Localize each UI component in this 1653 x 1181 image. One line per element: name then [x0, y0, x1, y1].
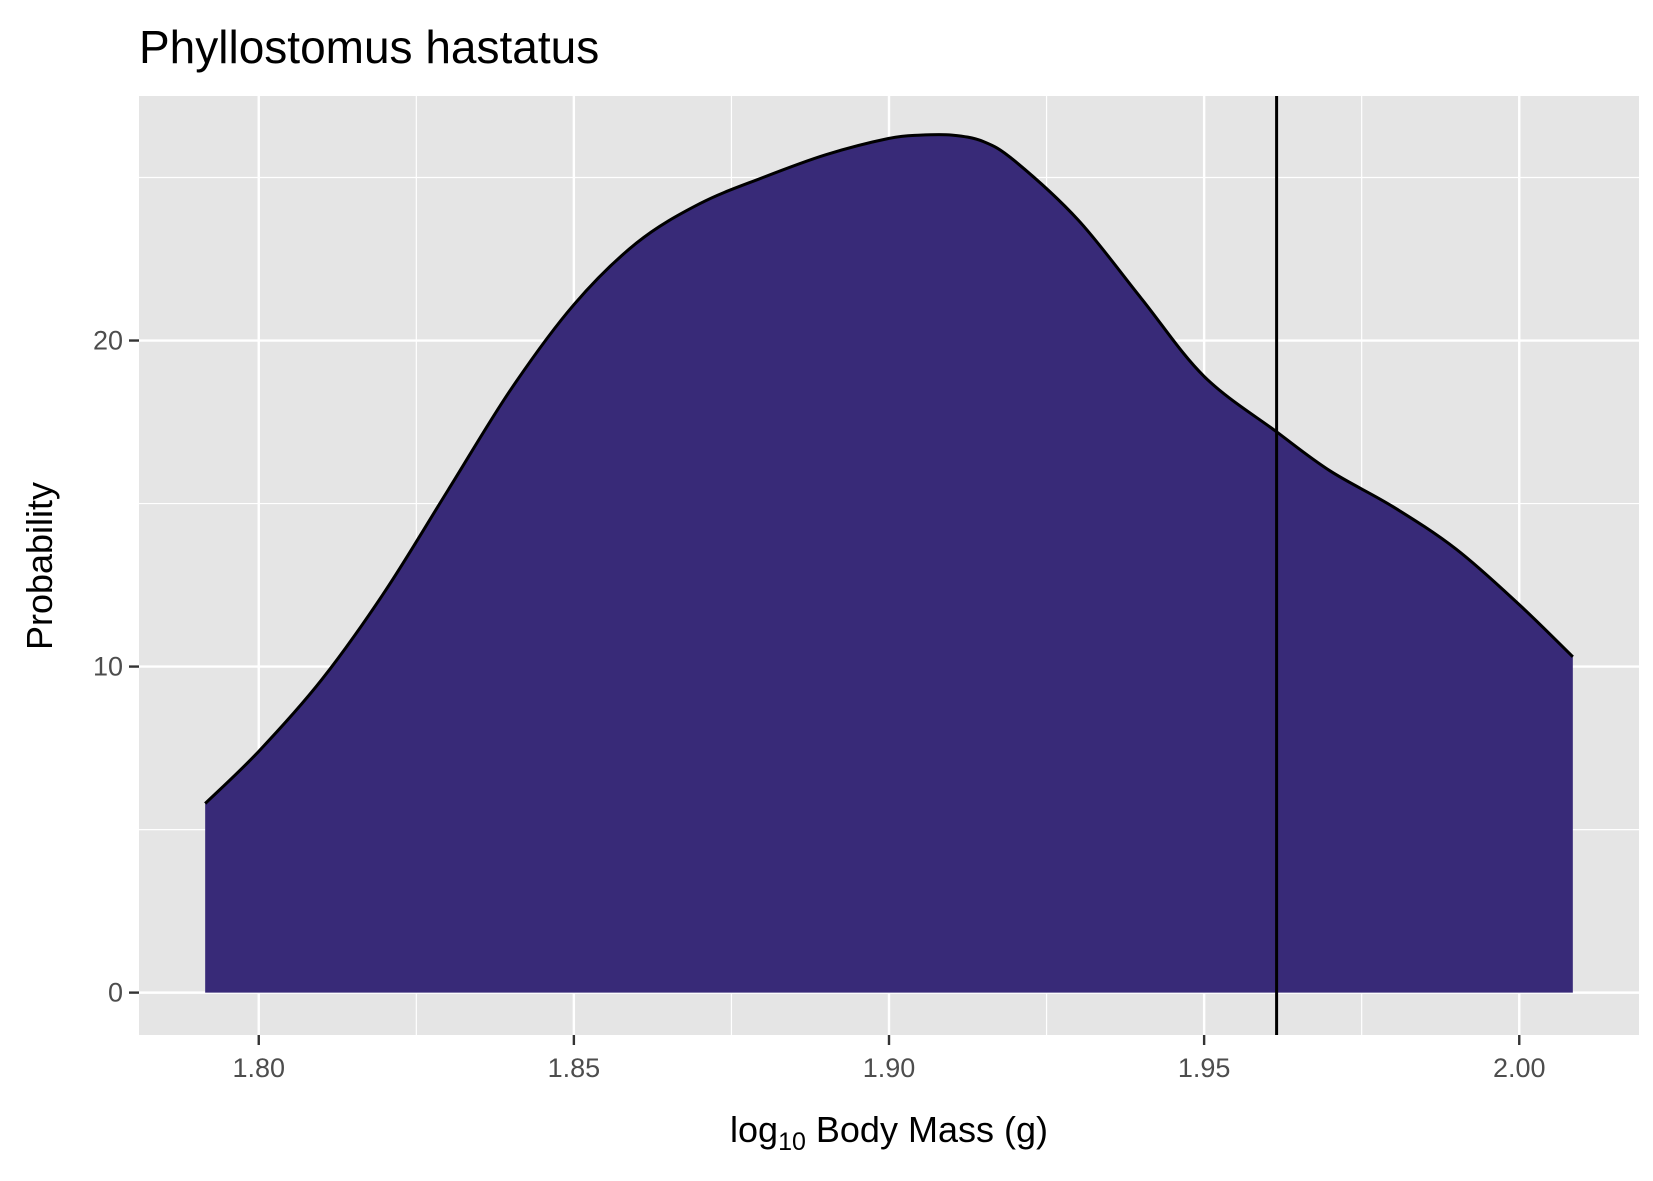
x-axis-title-suffix: Body Mass (g) — [806, 1109, 1048, 1150]
x-axis: 1.80 1.85 1.90 1.95 2.00 — [232, 1035, 1546, 1083]
x-tick-label: 2.00 — [1493, 1053, 1546, 1083]
y-tick-label: 0 — [108, 978, 123, 1008]
y-axis-title: Probability — [19, 482, 60, 650]
y-tick-label: 20 — [93, 326, 123, 356]
density-area — [205, 134, 1573, 993]
x-tick-label: 1.90 — [863, 1053, 916, 1083]
chart-title: Phyllostomus hastatus — [139, 21, 599, 73]
x-axis-title: log10 Body Mass (g) — [730, 1109, 1048, 1156]
y-axis: 0 10 20 — [93, 326, 139, 1008]
x-tick-label: 1.85 — [548, 1053, 601, 1083]
x-tick-label: 1.80 — [232, 1053, 285, 1083]
x-tick-label: 1.95 — [1178, 1053, 1231, 1083]
x-axis-title-prefix: log — [730, 1109, 778, 1150]
x-axis-title-subscript: 10 — [778, 1128, 806, 1156]
density-outline — [204, 133, 1574, 805]
y-tick-label: 10 — [93, 652, 123, 682]
